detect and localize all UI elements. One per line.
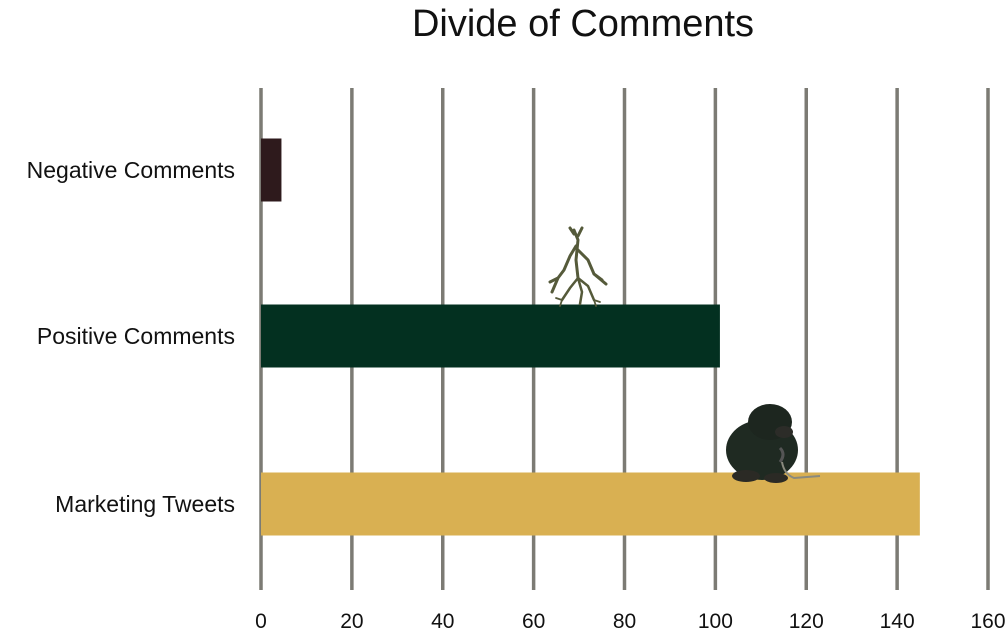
bars xyxy=(261,138,920,536)
x-tick-label-140: 140 xyxy=(880,610,915,633)
stick-figure-creature-illustration xyxy=(548,226,608,307)
x-tick-labels: 0 20 40 60 80 100 120 140 160 xyxy=(255,610,1005,633)
x-tick-label-160: 160 xyxy=(970,610,1005,633)
bar-positive-comments xyxy=(261,304,720,368)
category-labels: Negative Comments Positive Comments Market… xyxy=(27,157,235,517)
x-tick-label-80: 80 xyxy=(613,610,636,633)
x-tick-label-20: 20 xyxy=(340,610,363,633)
category-label-positive-comments: Positive Comments xyxy=(37,323,235,349)
category-label-negative-comments: Negative Comments xyxy=(27,157,235,183)
bar-negative-comments xyxy=(261,138,282,202)
x-tick-label-0: 0 xyxy=(255,610,267,633)
chart-title: Divide of Comments xyxy=(412,3,754,45)
x-tick-label-40: 40 xyxy=(431,610,454,633)
x-tick-label-120: 120 xyxy=(789,610,824,633)
x-tick-label-60: 60 xyxy=(522,610,545,633)
category-label-marketing-tweets: Marketing Tweets xyxy=(55,491,235,517)
mole-creature-illustration xyxy=(726,404,821,483)
x-tick-label-100: 100 xyxy=(698,610,733,633)
bar-marketing-tweets xyxy=(261,472,920,536)
